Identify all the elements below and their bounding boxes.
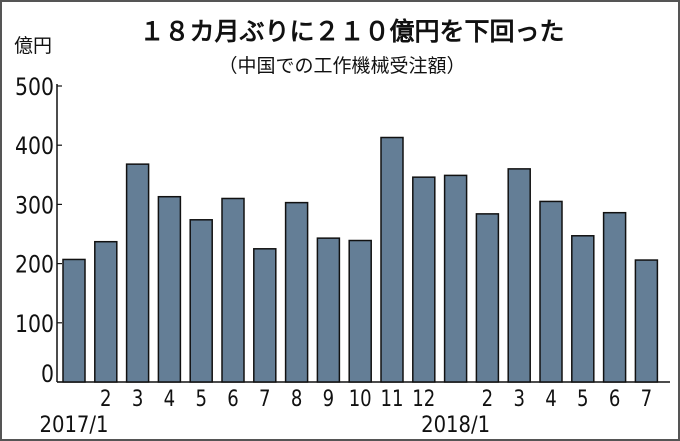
bar	[475, 213, 500, 383]
y-tick-label: 300	[15, 191, 54, 219]
bar	[189, 219, 213, 383]
bar	[443, 174, 468, 383]
bar	[539, 200, 563, 383]
bar	[94, 240, 118, 383]
bar	[507, 168, 531, 383]
x-tick-label: 3	[513, 387, 525, 412]
x-tick-label: 4	[545, 387, 557, 412]
bar	[602, 211, 627, 383]
x-tick-label: 2	[100, 387, 112, 412]
chart-subtitle: （中国での工作機械受注額）	[218, 55, 465, 77]
y-tick-label: 400	[15, 132, 54, 160]
bar	[284, 201, 309, 383]
x-tick-label: 6	[609, 387, 621, 412]
bar	[412, 176, 436, 383]
y-tick-label: 500	[15, 73, 54, 101]
bar	[571, 235, 595, 383]
bar	[157, 195, 182, 383]
y-axis-unit-label: 億円	[14, 35, 52, 57]
bar	[125, 163, 150, 383]
bar	[634, 259, 659, 383]
x-tick-label: 5	[577, 387, 589, 412]
x-tick-year-label: 2017/1	[40, 413, 109, 438]
bar	[221, 197, 245, 383]
x-tick-label: 12	[412, 387, 435, 412]
bar	[380, 136, 404, 383]
x-tick-label: 10	[349, 387, 372, 412]
x-tick-label: 2	[482, 387, 494, 412]
y-tick-label: 0	[41, 360, 54, 388]
x-tick-label: 6	[227, 387, 239, 412]
x-tick-label: 9	[323, 387, 335, 412]
y-tick-label: 200	[15, 251, 54, 279]
x-tick-label: 3	[132, 387, 144, 412]
y-tick-label: 100	[15, 310, 54, 338]
bar	[62, 258, 86, 383]
x-tick-year-label: 2018/1	[421, 413, 490, 438]
x-tick-label: 11	[381, 387, 404, 412]
x-tick-label: 7	[259, 387, 271, 412]
bar	[348, 239, 372, 383]
chart-title: １８カ月ぶりに２１０億円を下回った	[139, 17, 564, 46]
x-tick-label: 7	[641, 387, 653, 412]
bar	[253, 248, 277, 383]
x-tick-label: 8	[291, 387, 303, 412]
x-tick-label: 4	[164, 387, 176, 412]
x-tick-label: 5	[195, 387, 207, 412]
bar	[316, 237, 341, 383]
